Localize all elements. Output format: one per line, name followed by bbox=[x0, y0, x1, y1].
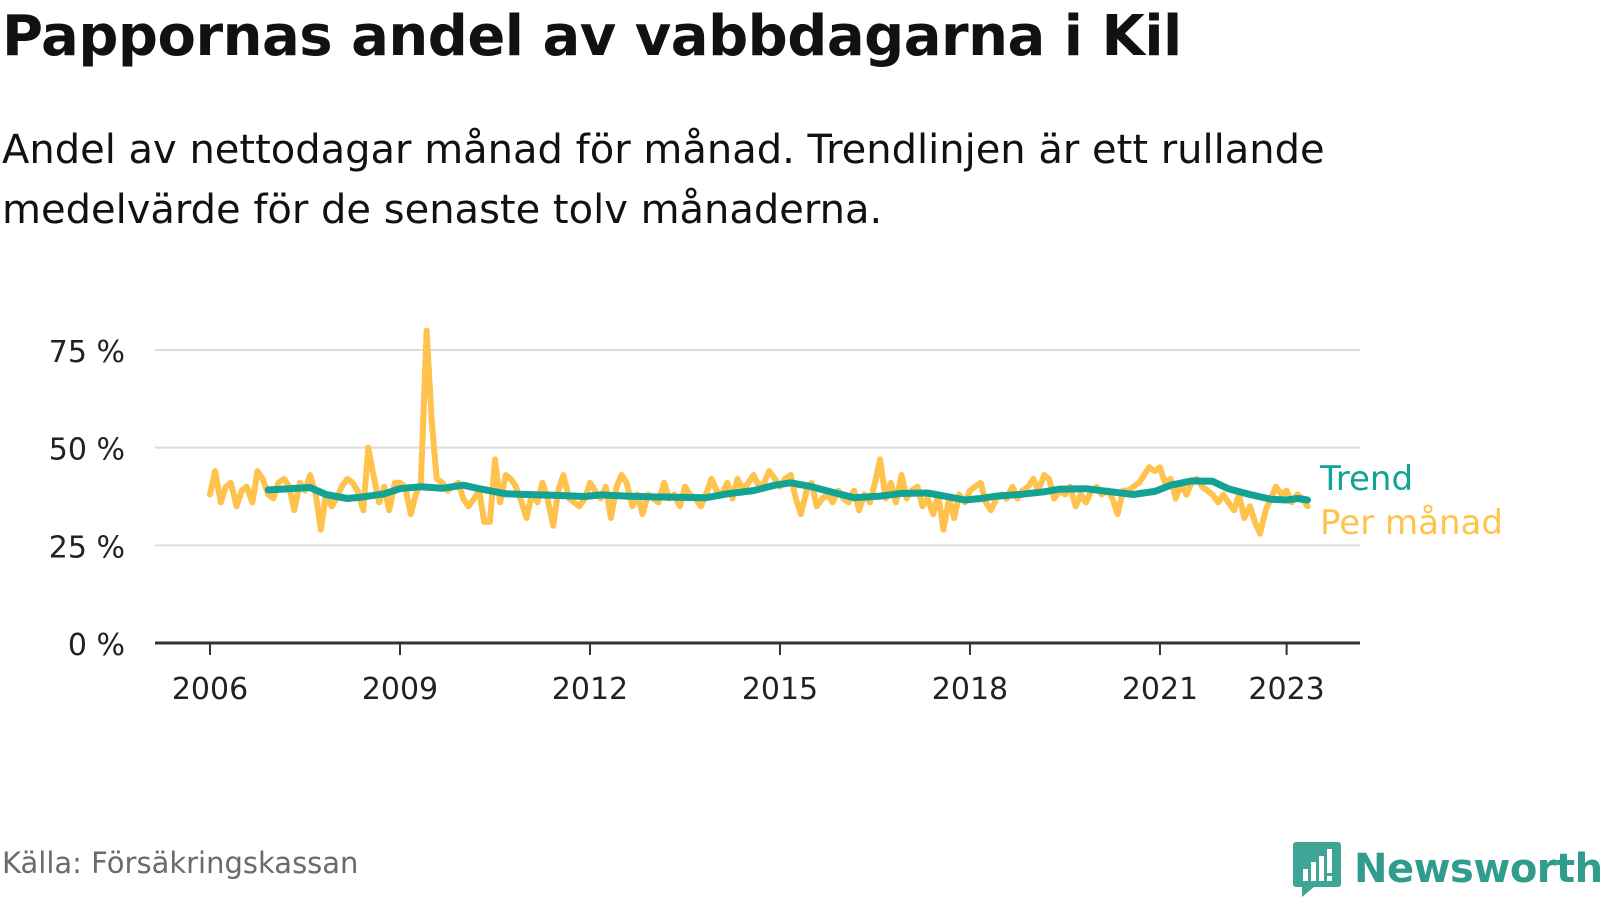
x-tick-label: 2006 bbox=[172, 672, 248, 707]
gridlines bbox=[155, 349, 1360, 547]
y-tick-label: 75 % bbox=[49, 335, 125, 370]
chart-subtitle: Andel av nettodagar månad för månad. Tre… bbox=[2, 127, 1325, 233]
x-tick-label: 2009 bbox=[362, 672, 438, 707]
y-axis: 0 % 25 % 50 % 75 % bbox=[49, 335, 125, 663]
source-note: Källa: Försäkringskassan bbox=[2, 846, 359, 880]
newsworthy-logo-icon bbox=[1293, 842, 1341, 897]
series-label-trend: Trend bbox=[1319, 459, 1413, 499]
y-tick-label: 0 % bbox=[68, 628, 125, 663]
x-tick-label: 2012 bbox=[552, 672, 628, 707]
series-line-trend bbox=[264, 477, 1311, 504]
x-axis: 2006 2009 2012 2015 2018 2021 2023 bbox=[155, 641, 1360, 707]
x-tick-label: 2018 bbox=[932, 672, 1008, 707]
x-tick-label: 2023 bbox=[1248, 672, 1324, 707]
series-label-monthly: Per månad bbox=[1320, 503, 1503, 543]
x-tick-label: 2021 bbox=[1122, 672, 1198, 707]
x-tick-label: 2015 bbox=[742, 672, 818, 707]
y-tick-label: 50 % bbox=[49, 433, 125, 468]
y-tick-label: 25 % bbox=[49, 530, 125, 565]
series-lines bbox=[207, 327, 1311, 537]
brand-logo: Newsworthy bbox=[1292, 840, 1600, 898]
series-line-monthly bbox=[207, 327, 1311, 537]
chart-title: Pappornas andel av vabbdagarna i Kil bbox=[2, 4, 1182, 69]
brand-name: Newsworthy bbox=[1354, 846, 1600, 892]
